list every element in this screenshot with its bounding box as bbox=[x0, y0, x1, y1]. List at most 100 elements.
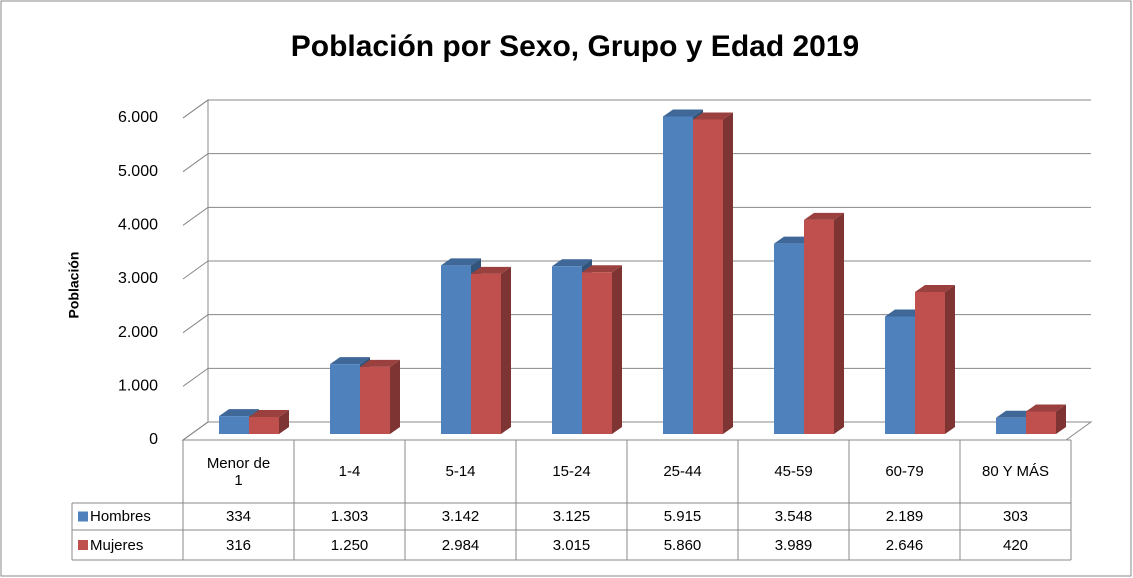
chart-title: Población por Sexo, Grupo y Edad 2019 bbox=[291, 30, 859, 63]
bar-front bbox=[552, 266, 582, 434]
legend-key bbox=[78, 540, 88, 550]
bar bbox=[360, 359, 400, 434]
x-tick-label-text: Menor de 1 bbox=[206, 454, 271, 489]
bar-front bbox=[663, 116, 693, 434]
legend-label-text: Mujeres bbox=[90, 536, 144, 554]
data-label-text: 420 bbox=[1002, 536, 1029, 554]
x-tick-label-text: 15-24 bbox=[552, 463, 591, 480]
x-tick-label: 1-4 bbox=[294, 440, 405, 503]
data-label: 1.250 bbox=[294, 530, 405, 560]
data-label-text: 3.015 bbox=[552, 536, 591, 554]
bar-top bbox=[360, 359, 400, 367]
bar-top bbox=[471, 266, 511, 274]
bar-front bbox=[774, 243, 804, 434]
bar-top bbox=[552, 259, 592, 267]
bar-top bbox=[249, 410, 289, 418]
y-tick-label: 6.000 bbox=[118, 109, 158, 126]
bar-side bbox=[945, 284, 955, 434]
data-label-text: 5.915 bbox=[663, 508, 702, 525]
data-label-text: 1.303 bbox=[330, 508, 369, 525]
x-tick-label: Menor de 1 bbox=[183, 440, 294, 503]
bar bbox=[249, 410, 289, 434]
bar-front bbox=[693, 119, 723, 434]
data-label-text: 2.646 bbox=[885, 536, 924, 554]
data-label-text: 3.548 bbox=[774, 508, 813, 525]
x-tick-label: 15-24 bbox=[516, 440, 627, 503]
data-label: 3.142 bbox=[405, 503, 516, 530]
data-label: 2.984 bbox=[405, 530, 516, 560]
grid-line bbox=[182, 153, 1091, 173]
data-label: 5.915 bbox=[627, 503, 738, 530]
bar bbox=[582, 265, 622, 434]
x-tick-label-text: 45-59 bbox=[774, 463, 813, 480]
bar bbox=[693, 112, 733, 434]
data-label: 3.989 bbox=[738, 530, 849, 560]
bar-top bbox=[1026, 404, 1066, 412]
x-tick-label-text: 5-14 bbox=[445, 463, 476, 480]
data-label: 1.303 bbox=[294, 503, 405, 530]
bar bbox=[915, 284, 955, 434]
data-label: 420 bbox=[960, 530, 1071, 560]
data-label-text: 3.125 bbox=[552, 508, 591, 525]
y-tick-label: 1.000 bbox=[118, 378, 158, 395]
legend-label: Mujeres bbox=[90, 530, 183, 560]
x-tick-label: 80 Y MÁS bbox=[960, 440, 1071, 503]
data-label: 316 bbox=[183, 530, 294, 560]
bar-side bbox=[612, 265, 622, 434]
data-label-text: 2.189 bbox=[885, 508, 924, 525]
bar-front bbox=[249, 417, 279, 434]
bar-front bbox=[1026, 411, 1056, 434]
x-tick-label: 5-14 bbox=[405, 440, 516, 503]
bar-front bbox=[582, 272, 612, 434]
y-tick-label: 4.000 bbox=[118, 217, 158, 234]
data-label: 5.860 bbox=[627, 530, 738, 560]
bar-side bbox=[279, 410, 289, 434]
data-label: 334 bbox=[183, 503, 294, 530]
bar-front bbox=[330, 364, 360, 434]
data-label: 3.548 bbox=[738, 503, 849, 530]
legend-label-text: Hombres bbox=[90, 508, 151, 525]
x-tick-label-text: 80 Y MÁS bbox=[982, 463, 1049, 480]
x-tick-label: 25-44 bbox=[627, 440, 738, 503]
bar-front bbox=[915, 291, 945, 434]
data-label-text: 3.989 bbox=[774, 536, 813, 554]
bar-side bbox=[1056, 404, 1066, 434]
data-label-text: 3.142 bbox=[441, 508, 480, 525]
bar-front bbox=[441, 265, 471, 434]
legend-label: Hombres bbox=[90, 503, 183, 530]
bar-front bbox=[471, 273, 501, 434]
x-tick-label-text: 60-79 bbox=[885, 463, 924, 480]
data-label: 303 bbox=[960, 503, 1071, 530]
y-tick-label: 5.000 bbox=[118, 163, 158, 180]
y-axis-label: Población bbox=[66, 252, 82, 319]
x-tick-label-text: 25-44 bbox=[663, 463, 702, 480]
bar-side bbox=[834, 212, 844, 434]
data-label-text: 334 bbox=[225, 508, 252, 525]
bar-side bbox=[390, 359, 400, 434]
y-tick-label: 3.000 bbox=[118, 270, 158, 287]
y-tick-label: 2.000 bbox=[118, 324, 158, 341]
bar-front bbox=[804, 219, 834, 434]
bar-front bbox=[996, 417, 1026, 434]
bar-front bbox=[219, 416, 249, 434]
data-label: 3.125 bbox=[516, 503, 627, 530]
bar-top bbox=[915, 284, 955, 292]
bar-top bbox=[441, 258, 481, 266]
bar-side bbox=[723, 112, 733, 434]
bar-top bbox=[693, 112, 733, 120]
grid-line bbox=[182, 206, 1091, 226]
x-tick-label: 60-79 bbox=[849, 440, 960, 503]
data-label: 2.189 bbox=[849, 503, 960, 530]
bar-top bbox=[219, 409, 259, 417]
bar bbox=[1026, 404, 1066, 434]
bar-top bbox=[663, 109, 703, 117]
bar bbox=[804, 212, 844, 434]
data-label: 2.646 bbox=[849, 530, 960, 560]
bar-side bbox=[501, 266, 511, 434]
x-tick-label-text: 1-4 bbox=[338, 463, 361, 480]
data-label-text: 2.984 bbox=[441, 536, 480, 554]
data-label-text: 1.250 bbox=[330, 536, 369, 554]
bar-top bbox=[330, 357, 370, 365]
